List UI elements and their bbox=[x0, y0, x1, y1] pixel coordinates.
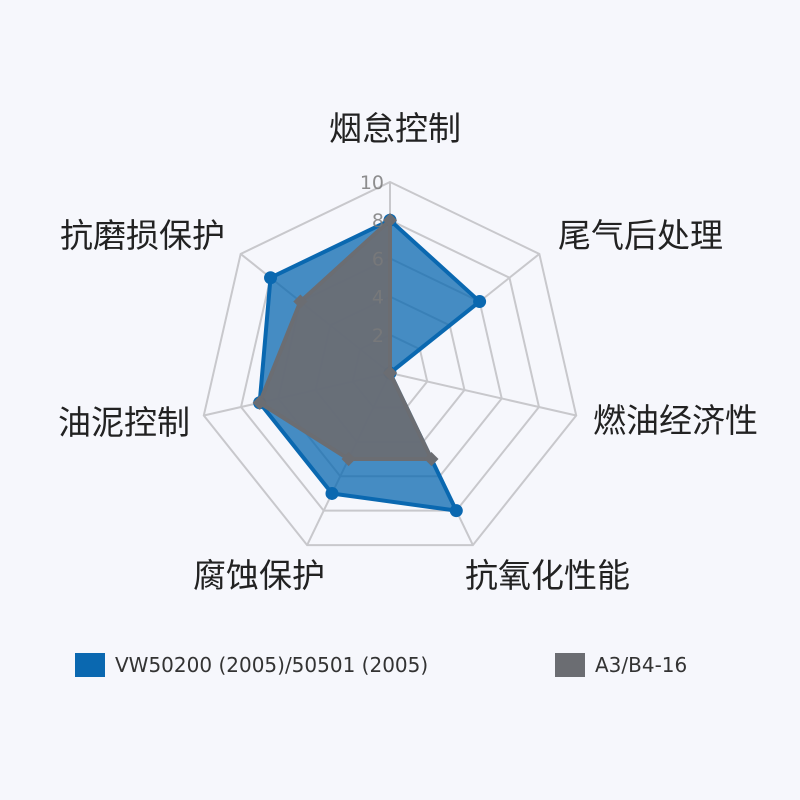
legend-item-series-0[interactable]: VW50200 (2005)/50501 (2005) bbox=[75, 653, 428, 677]
data-point bbox=[473, 295, 487, 309]
data-point bbox=[293, 294, 308, 309]
axis-label: 油泥控制 bbox=[58, 403, 190, 442]
axis-label: 烟怠控制 bbox=[329, 109, 461, 148]
data-point bbox=[341, 451, 356, 467]
tick-label: 6 bbox=[372, 248, 384, 270]
tick-label: 8 bbox=[372, 210, 384, 232]
grid-spoke bbox=[389, 372, 577, 417]
axis-label: 腐蚀保护 bbox=[193, 556, 325, 595]
data-point bbox=[382, 365, 398, 381]
tick-label: 2 bbox=[372, 325, 384, 347]
grid-ring bbox=[239, 219, 541, 512]
data-point bbox=[325, 486, 339, 500]
axis-label: 尾气后处理 bbox=[558, 216, 723, 255]
legend-swatch-gray bbox=[555, 653, 585, 677]
data-point bbox=[449, 504, 463, 518]
tick-label: 10 bbox=[360, 172, 384, 194]
axis-label: 抗氧化性能 bbox=[465, 556, 630, 595]
data-point bbox=[382, 213, 398, 228]
data-point bbox=[264, 271, 278, 285]
data-point bbox=[424, 451, 439, 467]
grid-ring bbox=[202, 180, 578, 547]
axis-label: 抗磨损保护 bbox=[60, 216, 225, 255]
tick-label: 4 bbox=[372, 287, 384, 309]
axis-label: 燃油经济性 bbox=[593, 401, 758, 440]
legend-item-series-1[interactable]: A3/B4-16 bbox=[555, 653, 687, 677]
legend-swatch-blue bbox=[75, 653, 105, 677]
data-point bbox=[252, 395, 267, 410]
legend-label: A3/B4-16 bbox=[595, 653, 688, 677]
legend-label: VW50200 (2005)/50501 (2005) bbox=[115, 653, 429, 677]
